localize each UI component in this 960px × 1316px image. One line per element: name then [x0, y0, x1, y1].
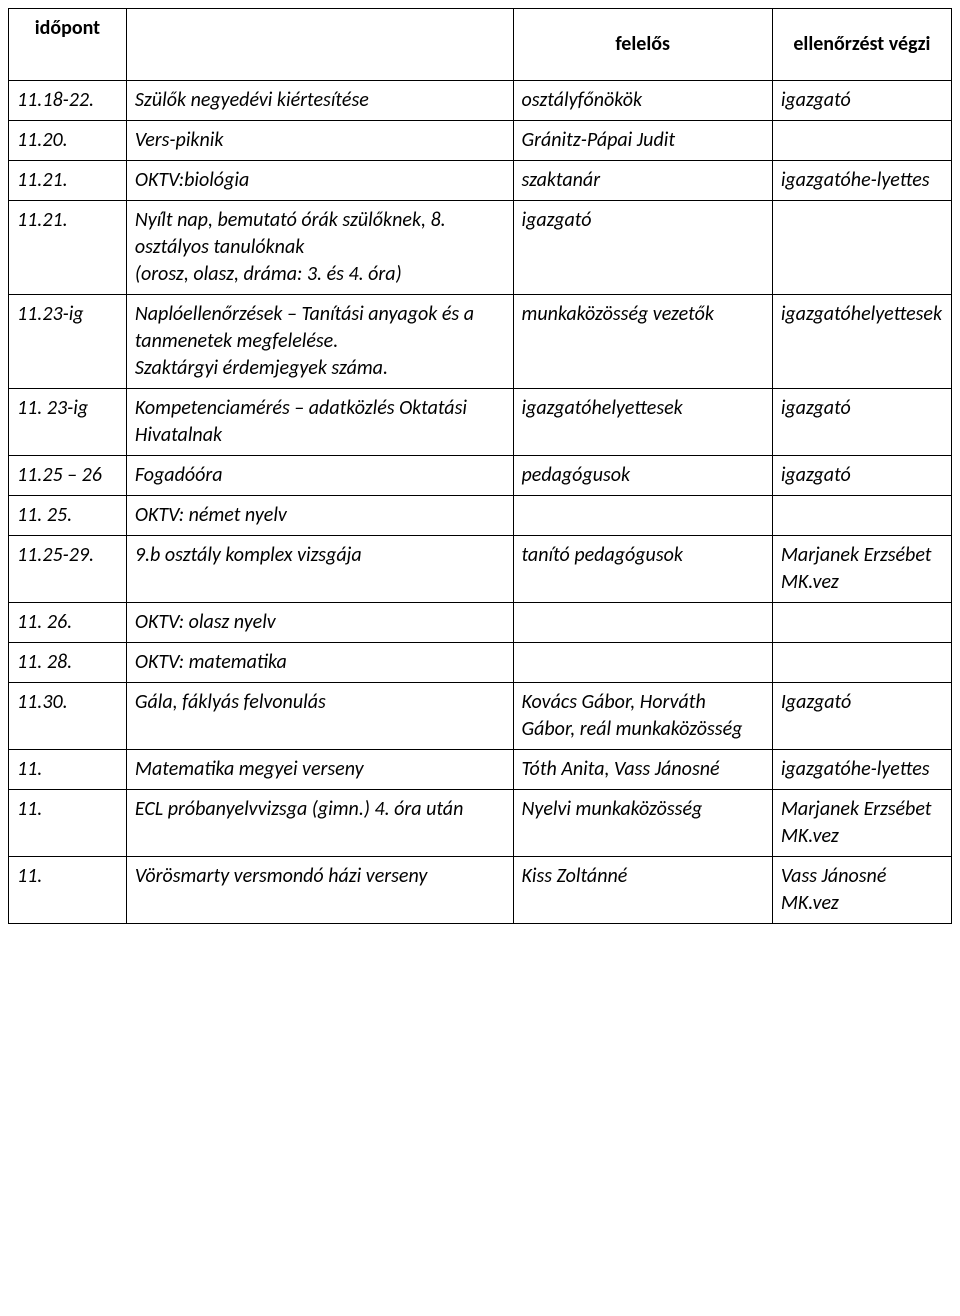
cell-responsible: Gránitz-Pápai Judit	[513, 121, 772, 161]
table-row: 11.25 – 26Fogadóórapedagógusokigazgató	[9, 456, 952, 496]
cell-description: 9.b osztály komplex vizsgája	[126, 536, 513, 603]
cell-time: 11.25-29.	[9, 536, 127, 603]
cell-check	[772, 643, 951, 683]
cell-check: Igazgató	[772, 683, 951, 750]
cell-check: Marjanek Erzsébet MK.vez	[772, 536, 951, 603]
cell-time: 11.21.	[9, 161, 127, 201]
cell-responsible: munkaközösség vezetők	[513, 295, 772, 389]
cell-time: 11. 25.	[9, 496, 127, 536]
cell-description: Matematika megyei verseny	[126, 750, 513, 790]
cell-check: igazgató	[772, 81, 951, 121]
cell-responsible: Kovács Gábor, Horváth Gábor, reál munkak…	[513, 683, 772, 750]
header-description	[126, 9, 513, 81]
cell-time: 11. 26.	[9, 603, 127, 643]
cell-time: 11. 23-ig	[9, 389, 127, 456]
cell-time: 11.18-22.	[9, 81, 127, 121]
cell-description: ECL próbanyelvvizsga (gimn.) 4. óra után	[126, 790, 513, 857]
cell-description: OKTV: német nyelv	[126, 496, 513, 536]
table-row: 11. 23-igKompetenciamérés – adatközlés O…	[9, 389, 952, 456]
cell-time: 11.20.	[9, 121, 127, 161]
cell-description: Fogadóóra	[126, 456, 513, 496]
table-row: 11. 26.OKTV: olasz nyelv	[9, 603, 952, 643]
cell-responsible: pedagógusok	[513, 456, 772, 496]
header-check: ellenőrzést végzi	[772, 9, 951, 81]
header-time: időpont	[9, 9, 127, 81]
table-row: 11.30.Gála, fáklyás felvonulásKovács Gáb…	[9, 683, 952, 750]
cell-description: OKTV: matematika	[126, 643, 513, 683]
table-row: 11.18-22.Szülők negyedévi kiértesítéseos…	[9, 81, 952, 121]
cell-description: Szülők negyedévi kiértesítése	[126, 81, 513, 121]
cell-check	[772, 121, 951, 161]
cell-check	[772, 201, 951, 295]
cell-description: Kompetenciamérés – adatközlés Oktatási H…	[126, 389, 513, 456]
cell-time: 11.30.	[9, 683, 127, 750]
table-row: 11.20.Vers-piknikGránitz-Pápai Judit	[9, 121, 952, 161]
cell-check: Marjanek Erzsébet MK.vez	[772, 790, 951, 857]
cell-responsible: Kiss Zoltánné	[513, 857, 772, 924]
cell-description: Nyílt nap, bemutató órák szülőknek, 8. o…	[126, 201, 513, 295]
cell-check: igazgató	[772, 389, 951, 456]
cell-responsible	[513, 643, 772, 683]
cell-responsible: igazgatóhelyettesek	[513, 389, 772, 456]
table-row: 11.21.OKTV:biológiaszaktanárigazgatóhe-l…	[9, 161, 952, 201]
cell-check: igazgatóhe-lyettes	[772, 161, 951, 201]
cell-check	[772, 496, 951, 536]
table-row: 11.23-igNaplóellenőrzések – Tanítási any…	[9, 295, 952, 389]
cell-responsible	[513, 496, 772, 536]
cell-time: 11.23-ig	[9, 295, 127, 389]
cell-description: Naplóellenőrzések – Tanítási anyagok és …	[126, 295, 513, 389]
cell-check: igazgatóhe-lyettes	[772, 750, 951, 790]
cell-check	[772, 603, 951, 643]
table-row: 11.Matematika megyei versenyTóth Anita, …	[9, 750, 952, 790]
cell-responsible: Tóth Anita, Vass Jánosné	[513, 750, 772, 790]
cell-responsible	[513, 603, 772, 643]
cell-description: OKTV:biológia	[126, 161, 513, 201]
cell-time: 11.	[9, 857, 127, 924]
table-row: 11.ECL próbanyelvvizsga (gimn.) 4. óra u…	[9, 790, 952, 857]
cell-time: 11. 28.	[9, 643, 127, 683]
table-row: 11.25-29.9.b osztály komplex vizsgájatan…	[9, 536, 952, 603]
cell-check: igazgatóhelyettesek	[772, 295, 951, 389]
cell-responsible: Nyelvi munkaközösség	[513, 790, 772, 857]
cell-description: OKTV: olasz nyelv	[126, 603, 513, 643]
cell-responsible: tanító pedagógusok	[513, 536, 772, 603]
cell-time: 11.	[9, 790, 127, 857]
cell-time: 11.	[9, 750, 127, 790]
table-row: 11.Vörösmarty versmondó házi versenyKiss…	[9, 857, 952, 924]
cell-check: igazgató	[772, 456, 951, 496]
cell-responsible: igazgató	[513, 201, 772, 295]
table-row: 11. 25.OKTV: német nyelv	[9, 496, 952, 536]
cell-description: Vörösmarty versmondó házi verseny	[126, 857, 513, 924]
schedule-table: időpont felelős ellenőrzést végzi 11.18-…	[8, 8, 952, 924]
table-row: 11. 28.OKTV: matematika	[9, 643, 952, 683]
cell-responsible: szaktanár	[513, 161, 772, 201]
cell-time: 11.25 – 26	[9, 456, 127, 496]
cell-description: Vers-piknik	[126, 121, 513, 161]
table-header-row: időpont felelős ellenőrzést végzi	[9, 9, 952, 81]
table-row: 11.21.Nyílt nap, bemutató órák szülőknek…	[9, 201, 952, 295]
cell-check: Vass Jánosné MK.vez	[772, 857, 951, 924]
cell-description: Gála, fáklyás felvonulás	[126, 683, 513, 750]
cell-time: 11.21.	[9, 201, 127, 295]
header-responsible: felelős	[513, 9, 772, 81]
cell-responsible: osztályfőnökök	[513, 81, 772, 121]
